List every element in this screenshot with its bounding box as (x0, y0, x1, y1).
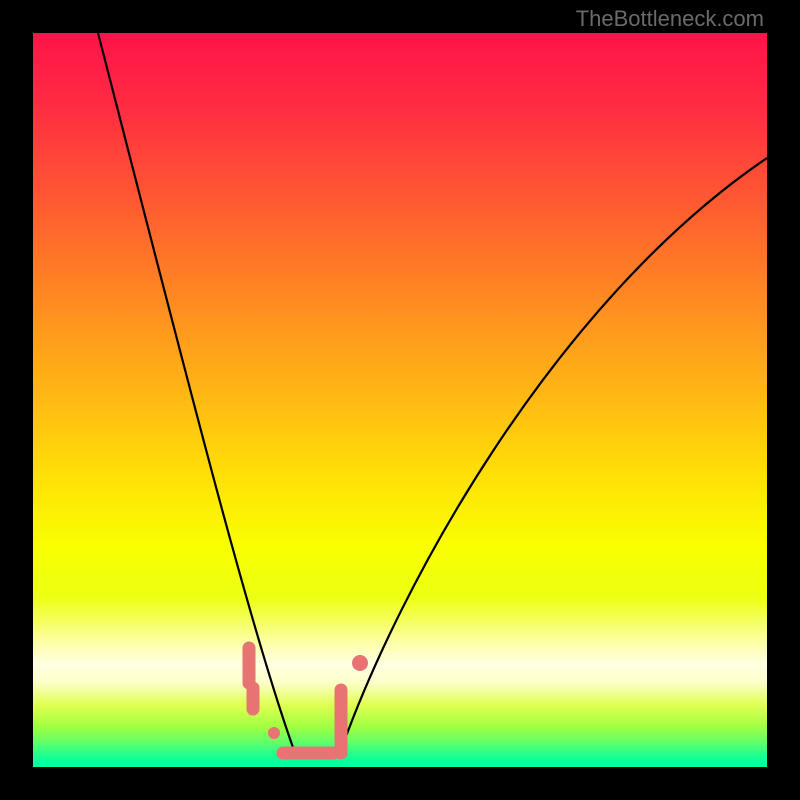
plot-area (33, 33, 767, 767)
watermark-text: TheBottleneck.com (576, 6, 764, 32)
outer-frame: TheBottleneck.com (0, 0, 800, 800)
curve-right-branch (340, 158, 767, 753)
curve-left-branch (98, 33, 340, 755)
curve-layer (33, 33, 767, 767)
